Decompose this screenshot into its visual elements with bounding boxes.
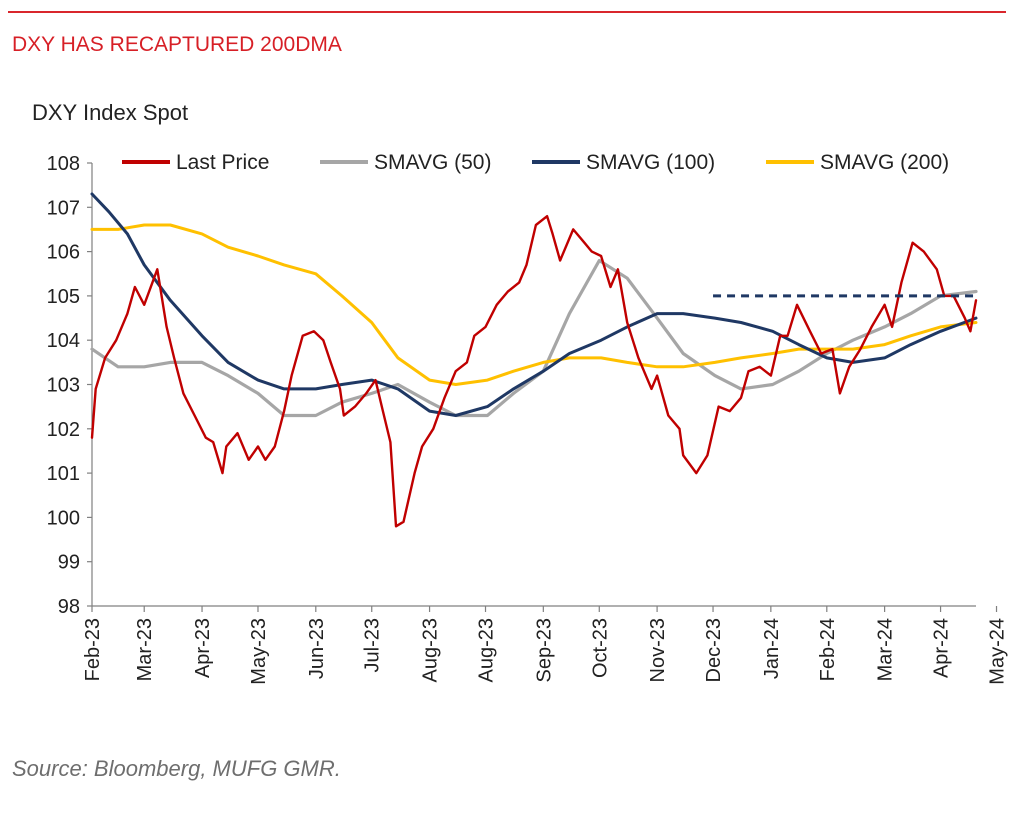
y-tick-label: 103 — [47, 375, 80, 397]
legend-label: SMAVG (100) — [586, 151, 715, 174]
series-line-smavg-200 — [90, 223, 978, 386]
x-tick-label: Jun-23 — [306, 618, 328, 679]
x-tick-label: May-24 — [987, 618, 1009, 685]
x-tick-label: Feb-24 — [817, 618, 839, 681]
legend: Last Price SMAVG (50) SMAVG (100) SMAVG (20… — [122, 151, 949, 174]
x-tick-label: Sep-23 — [533, 618, 555, 683]
x-tick-label: Oct-23 — [589, 618, 611, 678]
y-tick-label: 108 — [47, 153, 80, 175]
legend-item: Last Price — [122, 151, 269, 174]
legend-item: SMAVG (200) — [766, 151, 949, 174]
x-tick-label: May-23 — [248, 618, 270, 685]
series-line-smavg-50 — [90, 258, 978, 418]
y-tick-label: 104 — [47, 330, 80, 352]
y-tick-label: 106 — [47, 242, 80, 264]
y-tick-label: 105 — [47, 286, 80, 308]
chart-title: DXY HAS RECAPTURED 200DMA — [12, 33, 342, 56]
y-tick-label: 99 — [58, 552, 80, 574]
x-tick-label: Apr-23 — [192, 618, 214, 678]
x-tick-label: Nov-23 — [647, 618, 669, 682]
y-axis-title: DXY Index Spot — [32, 100, 189, 125]
x-tick-label: Jul-23 — [362, 618, 384, 672]
x-tick-label: Jan-24 — [761, 618, 783, 679]
x-tick-label: Dec-23 — [703, 618, 725, 682]
legend-label: Last Price — [176, 151, 269, 174]
top-rule — [8, 11, 1006, 13]
y-tick-label: 107 — [47, 197, 80, 219]
series-line-smavg-100 — [90, 192, 978, 417]
x-tick-label: Mar-23 — [134, 618, 156, 681]
x-tick-label: Aug-23 — [420, 618, 442, 683]
legend-item: SMAVG (100) — [532, 151, 715, 174]
y-tick-label: 98 — [58, 596, 80, 618]
series-layer — [90, 192, 978, 528]
source-note: Source: Bloomberg, MUFG GMR. — [12, 756, 341, 781]
x-tick-label: Apr-24 — [931, 618, 953, 678]
legend-item: SMAVG (50) — [320, 151, 491, 174]
y-tick-label: 101 — [47, 463, 80, 485]
legend-label: SMAVG (50) — [374, 151, 491, 174]
x-tick-label: Aug-23 — [476, 618, 498, 683]
y-tick-label: 102 — [47, 419, 80, 441]
y-tick-label: 100 — [47, 507, 80, 529]
x-tick-label: Mar-24 — [875, 618, 897, 681]
series-line-last-price — [90, 215, 978, 528]
legend-label: SMAVG (200) — [820, 151, 949, 174]
x-tick-label: Feb-23 — [82, 618, 104, 681]
axes: 98 99 100 101 102 103 104 105 106 107 108 Feb-23 Mar… — [47, 153, 1009, 685]
